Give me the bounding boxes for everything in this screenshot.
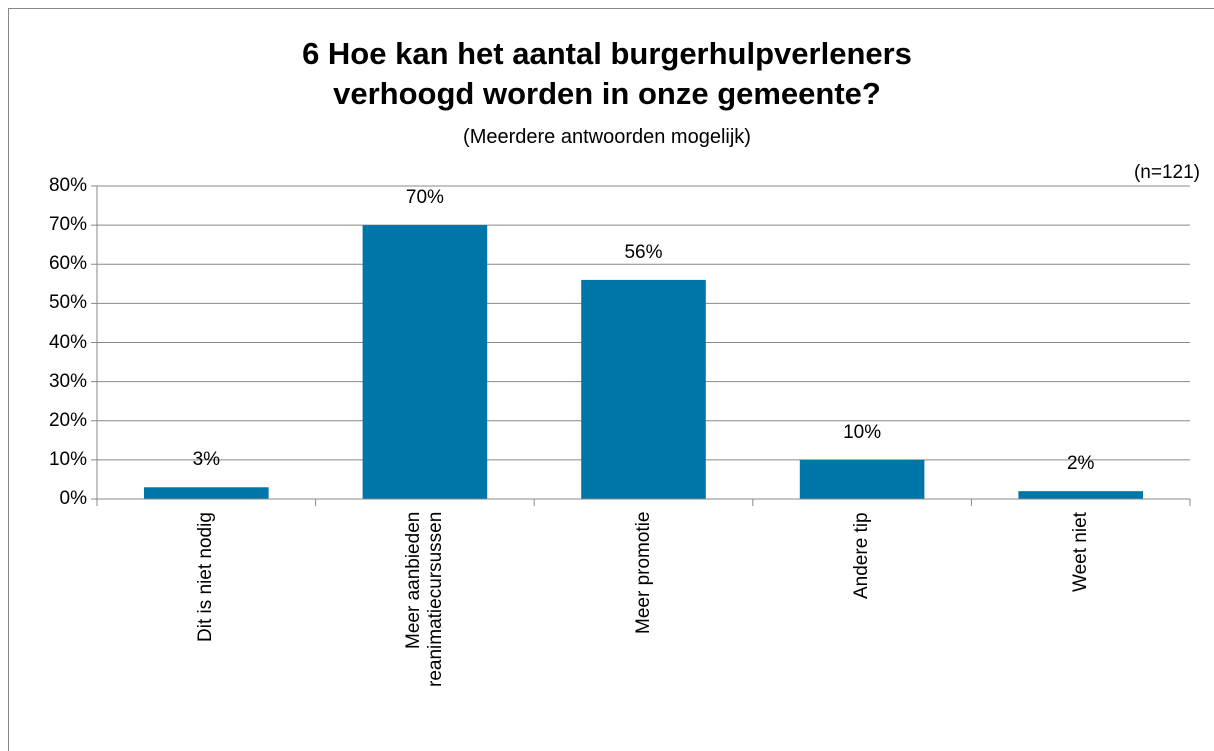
x-tick-label: Andere tip: [851, 512, 873, 599]
bar: [1018, 491, 1144, 499]
y-tick-label: 50%: [48, 292, 87, 314]
y-tick-label: 40%: [48, 331, 87, 353]
bar: [362, 225, 488, 499]
chart-frame: [8, 8, 1214, 751]
chart-subtitle: (Meerdere antwoorden mogelijk): [463, 126, 751, 148]
bar: [581, 279, 706, 499]
y-tick-label: 70%: [48, 214, 87, 236]
x-tick-label: Weet niet: [1069, 512, 1091, 592]
x-tick-label: Meer aanbieden reanimatiecursussen: [402, 512, 446, 688]
bar: [799, 459, 925, 499]
bar: [143, 487, 269, 499]
data-label: 10%: [843, 421, 882, 443]
y-tick-label: 80%: [48, 175, 87, 196]
y-tick-label: 30%: [48, 370, 87, 392]
data-label: 70%: [405, 187, 444, 209]
x-tick-label: Meer promotie: [632, 512, 654, 635]
data-label: 56%: [624, 241, 663, 263]
data-label: 3%: [192, 449, 221, 471]
y-tick-label: 60%: [48, 253, 87, 275]
y-tick-label: 0%: [59, 488, 87, 509]
y-tick-label: 10%: [48, 448, 87, 470]
chart-title: 6 Hoe kan het aantal burgerhulpverleners…: [302, 36, 912, 111]
y-tick-label: 20%: [48, 409, 87, 431]
x-tick-label: Dit is niet nodig: [195, 512, 217, 642]
annotation: (n=121): [1133, 162, 1200, 183]
data-label: 2%: [1066, 453, 1095, 475]
